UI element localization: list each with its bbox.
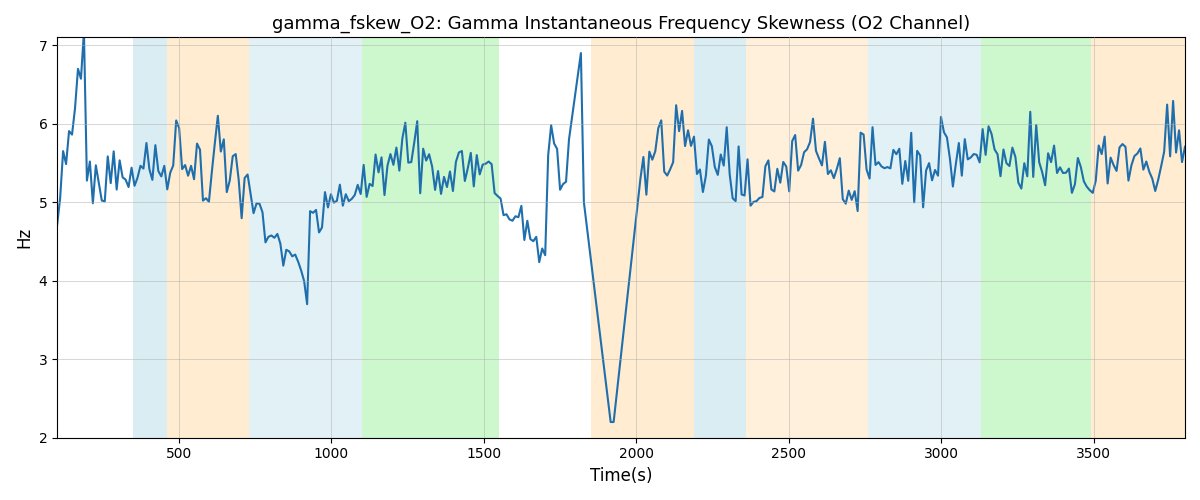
Bar [980,38,1091,438]
Bar [250,38,362,438]
Bar [941,38,980,438]
Bar [590,38,695,438]
Title: gamma_fskew_O2: Gamma Instantaneous Frequency Skewness (O2 Channel): gamma_fskew_O2: Gamma Instantaneous Freq… [272,15,971,34]
Bar [746,38,868,438]
Bar [133,38,167,438]
Bar [1121,38,1186,438]
Y-axis label: Hz: Hz [16,227,34,248]
Bar [1091,38,1121,438]
Bar [695,38,746,438]
Bar [868,38,941,438]
Bar [362,38,499,438]
Bar [167,38,250,438]
X-axis label: Time(s): Time(s) [590,467,653,485]
